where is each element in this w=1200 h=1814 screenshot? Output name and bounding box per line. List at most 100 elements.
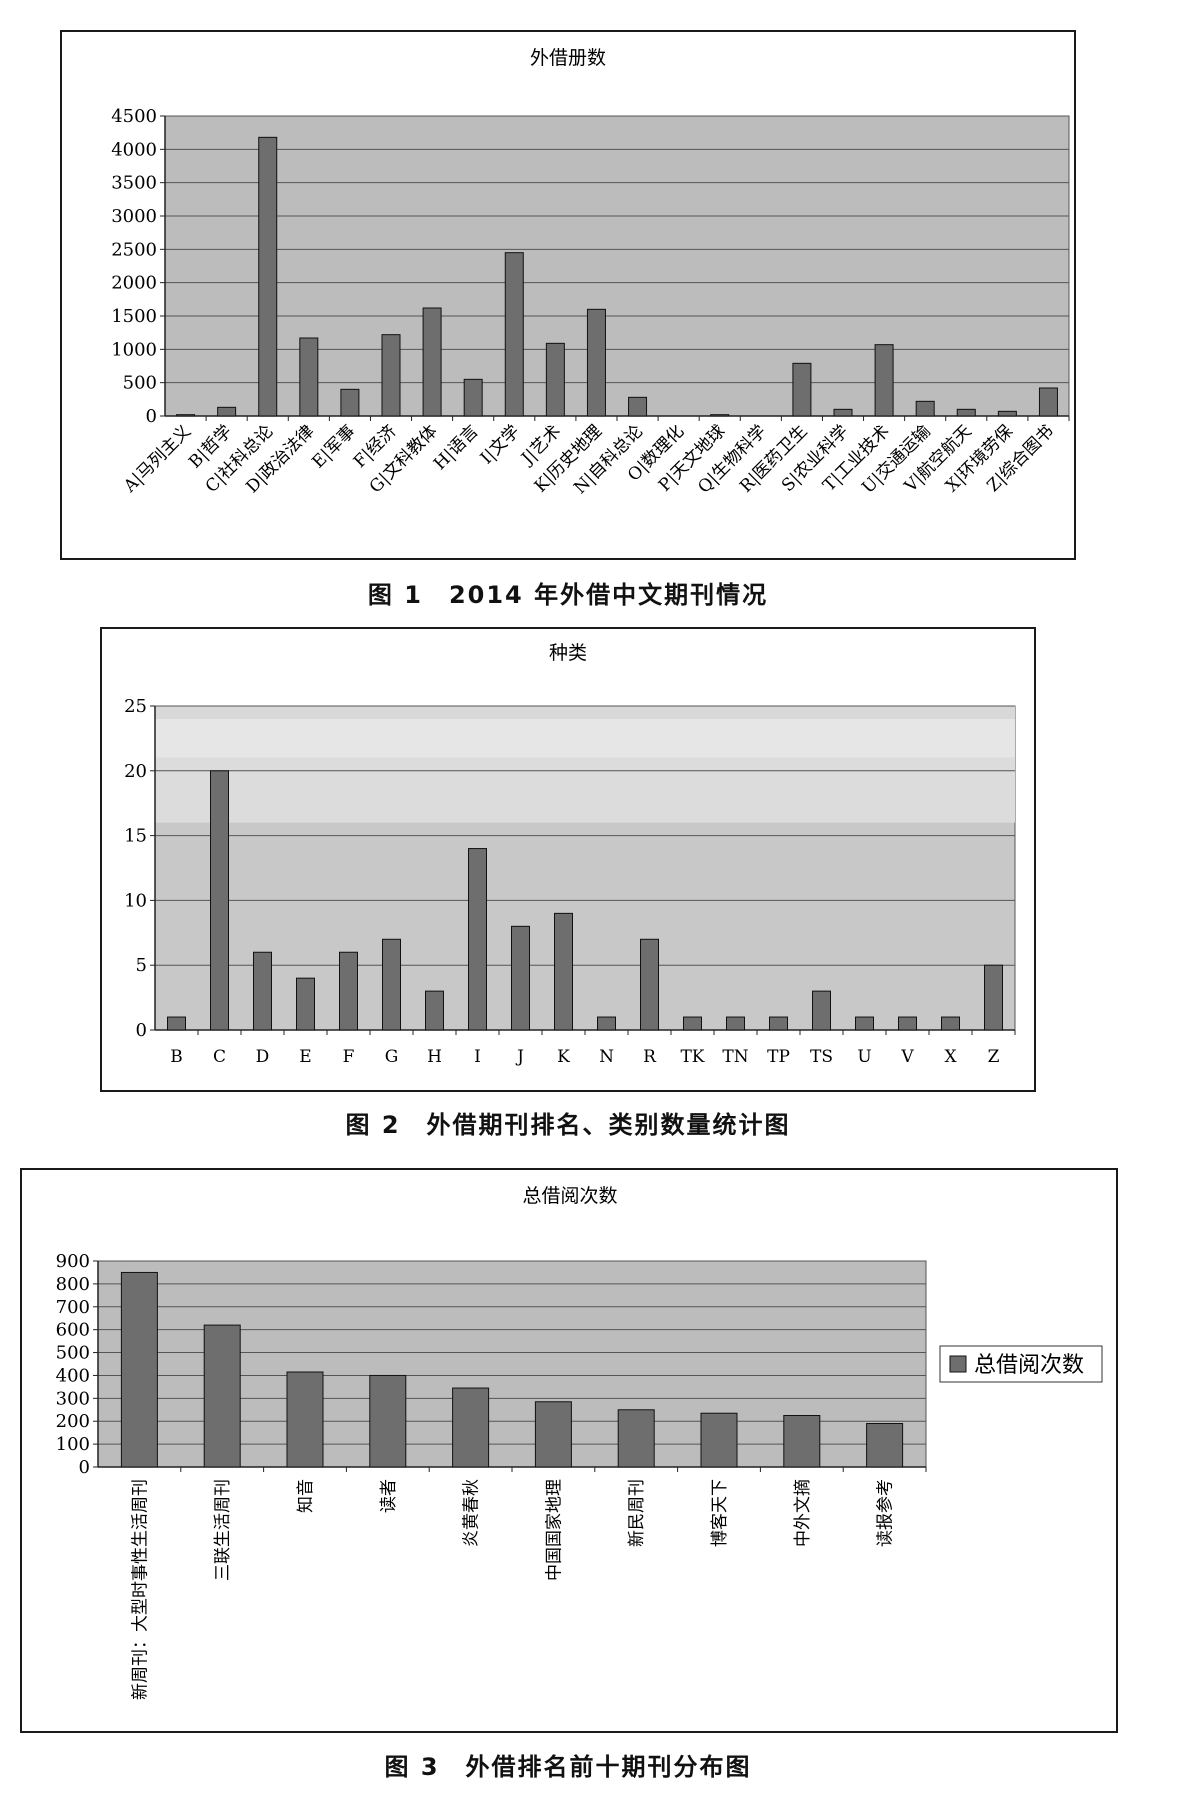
x-tick-label: U (857, 1047, 871, 1067)
x-tick-label: 新周刊：大型时事性生活周刊 (130, 1479, 150, 1700)
bar (769, 1016, 788, 1031)
bar (683, 1016, 702, 1031)
x-tick-label: J (515, 1047, 524, 1067)
y-tick-label: 400 (56, 1365, 90, 1386)
y-tick-label: 15 (124, 826, 147, 847)
x-tick-label: 炎黄春秋 (462, 1479, 482, 1547)
y-tick-label: 1000 (111, 339, 157, 360)
y-tick-label: 0 (146, 406, 157, 427)
bar (726, 1016, 745, 1031)
x-tick-label: 读报参考 (876, 1479, 896, 1547)
chart-title: 种类 (549, 642, 587, 664)
y-tick-label: 700 (56, 1297, 90, 1318)
bar (874, 344, 894, 417)
legend-label: 总借阅次数 (974, 1353, 1084, 1378)
x-tick-label: TP (767, 1047, 790, 1067)
bar (210, 770, 229, 1031)
plot-band (155, 706, 1015, 719)
x-tick-label: Z (988, 1047, 1000, 1067)
bar (504, 252, 524, 417)
bar (915, 400, 935, 417)
bar (700, 1412, 738, 1468)
bar (452, 1387, 490, 1468)
bar (956, 408, 976, 417)
plot-band (155, 718, 1015, 758)
y-tick-label: 10 (124, 890, 147, 911)
y-tick-label: 4000 (111, 139, 157, 160)
y-tick-label: 1500 (111, 306, 157, 327)
x-tick-label: 博客天下 (710, 1479, 730, 1547)
bar (792, 362, 812, 417)
bar (984, 964, 1003, 1031)
bar (898, 1016, 917, 1031)
chart3-caption: 图 3 外借排名前十期刊分布图 (384, 1753, 752, 1781)
bar (422, 307, 442, 417)
x-tick-label: 中国国家地理 (544, 1479, 564, 1581)
y-tick-label: 3500 (111, 173, 157, 194)
x-tick-label: E (299, 1047, 311, 1067)
y-tick-label: 0 (79, 1457, 90, 1478)
x-tick-label: 读者 (379, 1479, 399, 1513)
y-tick-label: 600 (56, 1320, 90, 1341)
bar (783, 1415, 821, 1468)
x-tick-label: H (427, 1047, 442, 1067)
y-tick-label: 100 (56, 1434, 90, 1455)
x-tick-label: R (643, 1047, 657, 1067)
legend-swatch (949, 1355, 967, 1373)
bar (258, 136, 278, 417)
bar (833, 408, 853, 417)
bar (710, 414, 730, 417)
plot-band (155, 757, 1015, 823)
bar (468, 848, 487, 1031)
y-tick-label: 5 (136, 955, 147, 976)
bar (866, 1423, 904, 1468)
bar (812, 990, 831, 1031)
y-tick-label: 20 (124, 761, 147, 782)
y-tick-label: 800 (56, 1274, 90, 1295)
bar (511, 925, 530, 1031)
bar (425, 990, 444, 1031)
bar (296, 977, 315, 1031)
x-tick-label: V (900, 1047, 914, 1067)
y-tick-label: 500 (123, 373, 157, 394)
bar (463, 378, 483, 417)
bar (339, 951, 358, 1031)
x-tick-label: C (213, 1047, 226, 1067)
bar (1038, 387, 1058, 417)
bar (120, 1271, 158, 1468)
bar (941, 1016, 960, 1031)
x-tick-label: X (944, 1047, 957, 1067)
x-tick-label: N (599, 1047, 614, 1067)
y-tick-label: 0 (136, 1020, 147, 1041)
bar (597, 1016, 616, 1031)
x-tick-label: K (557, 1047, 570, 1067)
x-tick-label: D (256, 1047, 270, 1067)
bar (586, 308, 606, 417)
y-tick-label: 900 (56, 1251, 90, 1272)
legend: 总借阅次数 (939, 1345, 1103, 1383)
bar (176, 414, 196, 417)
y-tick-label: 4500 (111, 106, 157, 127)
bar (554, 912, 573, 1031)
legend-box (939, 1345, 1103, 1383)
y-tick-label: 500 (56, 1343, 90, 1364)
bar (997, 410, 1017, 417)
x-tick-label: F (343, 1047, 355, 1067)
y-tick-label: 3000 (111, 206, 157, 227)
bar (167, 1016, 186, 1031)
bar (299, 337, 319, 417)
y-tick-label: 25 (124, 696, 147, 717)
bar (381, 334, 401, 417)
x-tick-label: 中外文摘 (793, 1479, 813, 1547)
bar (628, 396, 648, 417)
x-tick-label: B (170, 1047, 183, 1067)
chart-title: 总借阅次数 (522, 1185, 617, 1207)
y-tick-label: 300 (56, 1388, 90, 1409)
y-tick-label: 200 (56, 1411, 90, 1432)
bar (640, 938, 659, 1031)
x-tick-label: TS (810, 1047, 833, 1067)
bar (617, 1409, 655, 1468)
